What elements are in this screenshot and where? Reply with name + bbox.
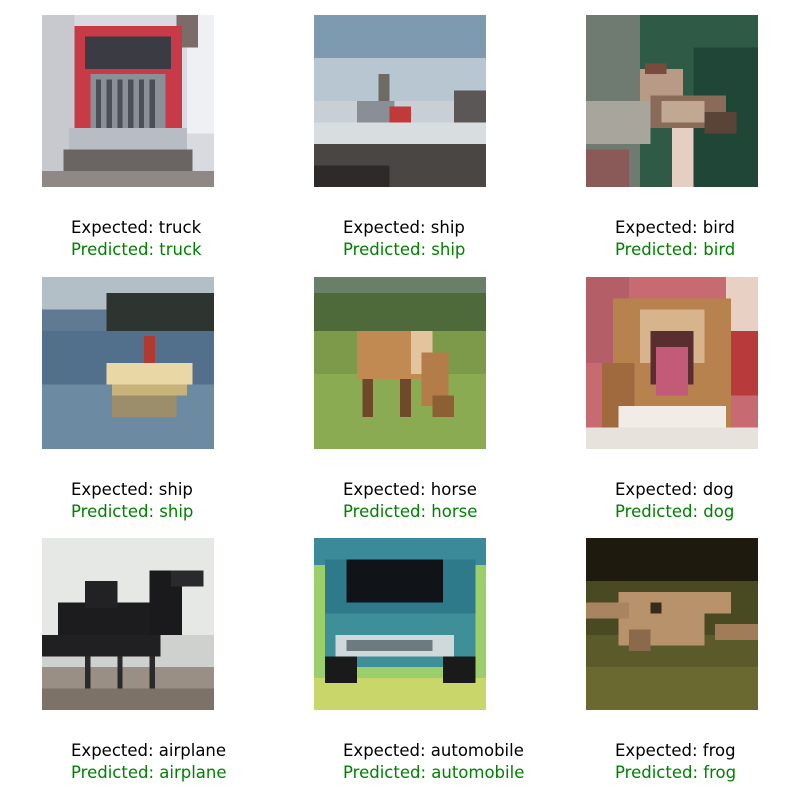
caption: Expected: horse Predicted: horse [343,479,477,522]
bird-image [586,15,758,187]
caption: Expected: airplane Predicted: airplane [71,740,227,783]
caption: Expected: ship Predicted: ship [71,479,193,522]
caption: Expected: truck Predicted: truck [71,217,202,260]
sample-cell-horse: Expected: horse Predicted: horse [314,277,534,539]
horse-image [314,277,486,449]
expected-label: Expected: horse [343,480,477,499]
expected-label: Expected: dog [615,480,734,499]
expected-label: Expected: ship [71,480,193,499]
expected-label: Expected: automobile [343,741,524,760]
predicted-label: Predicted: ship [71,501,194,521]
predicted-label: Predicted: dog [615,501,735,521]
sample-cell-bird: Expected: bird Predicted: bird [586,15,800,277]
expected-label: Expected: bird [615,218,735,237]
predicted-label: Predicted: truck [71,239,202,259]
expected-label: Expected: frog [615,741,736,760]
caption: Expected: dog Predicted: dog [615,479,734,522]
sample-cell-ship: Expected: ship Predicted: ship [314,15,534,277]
caption: Expected: bird Predicted: bird [615,217,735,260]
airplane-image [42,538,214,710]
truck-image [42,15,214,187]
predicted-label: Predicted: airplane [71,762,227,782]
sample-cell-frog: Expected: frog Predicted: frog [586,538,800,800]
caption: Expected: frog Predicted: frog [615,740,736,783]
predicted-label: Predicted: frog [615,762,737,782]
caption: Expected: ship Predicted: ship [343,217,465,260]
sample-cell-airplane: Expected: airplane Predicted: airplane [42,538,262,800]
ship-image [314,15,486,187]
sample-cell-automobile: Expected: automobile Predicted: automobi… [314,538,534,800]
expected-label: Expected: truck [71,218,202,237]
sample-cell-dog: Expected: dog Predicted: dog [586,277,800,539]
sample-cell-truck: Expected: truck Predicted: truck [42,15,262,277]
predicted-label: Predicted: bird [615,239,736,259]
expected-label: Expected: airplane [71,741,227,760]
predicted-label: Predicted: horse [343,501,478,521]
dog-image [586,277,758,449]
frog-image [586,538,758,710]
expected-label: Expected: ship [343,218,465,237]
caption: Expected: automobile Predicted: automobi… [343,740,524,783]
automobile-image [314,538,486,710]
sample-cell-ship: Expected: ship Predicted: ship [42,277,262,539]
predicted-label: Predicted: ship [343,239,466,259]
predicted-label: Predicted: automobile [343,762,525,782]
ship-image [42,277,214,449]
